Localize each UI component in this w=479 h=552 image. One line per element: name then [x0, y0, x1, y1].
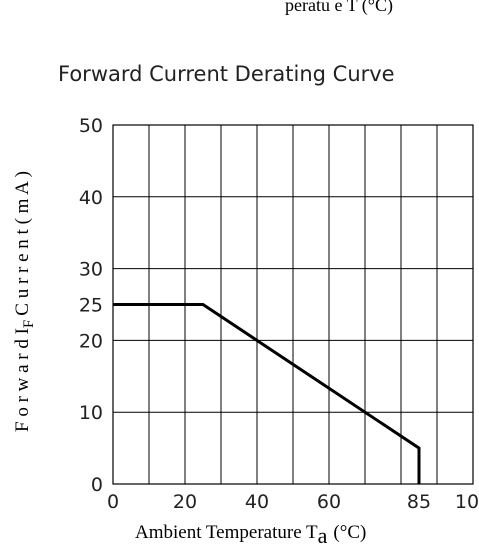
y-axis-label-sub: F	[21, 320, 37, 328]
y-tick-label: 40	[79, 187, 103, 209]
y-tick-label: 10	[79, 402, 103, 424]
x-tick-label: 60	[317, 491, 341, 513]
y-tick-label: 30	[79, 259, 103, 281]
y-tick-label: 20	[79, 330, 103, 352]
x-tick-label: 100	[455, 491, 479, 513]
x-tick-label: 20	[173, 491, 197, 513]
x-axis-label-unit: (°C)	[333, 522, 366, 543]
x-tick-labels: 0 20 40 60 85 100	[107, 491, 479, 513]
x-axis-label-sub: a	[318, 523, 328, 548]
y-tick-label: 0	[91, 474, 103, 496]
grid-lines	[113, 125, 473, 484]
y-axis-label: F o r w a r d IF C u r r e n t ( m A )	[12, 171, 37, 432]
x-tick-label: 0	[107, 491, 119, 513]
derating-curve-line	[113, 303, 421, 484]
top-fragment-text: peratu e T (°C)	[285, 0, 393, 16]
x-axis-label-main: Ambient Temperature T	[135, 522, 318, 543]
y-tick-label: 25	[79, 295, 103, 317]
series-group	[113, 303, 421, 484]
x-tick-label: 40	[245, 491, 269, 513]
chart-title: Forward Current Derating Curve	[58, 62, 395, 86]
x-axis-label: Ambient Temperature Ta (°C)	[135, 522, 366, 548]
y-tick-labels: 0 10 20 25 30 40 50	[79, 115, 103, 496]
y-tick-label: 50	[79, 115, 103, 137]
y-axis-label-rest: C u r r e n t ( m A )	[12, 171, 33, 316]
y-axis-label-main: F o r w a r d I	[12, 328, 33, 432]
x-tick-label: 85	[407, 491, 431, 513]
